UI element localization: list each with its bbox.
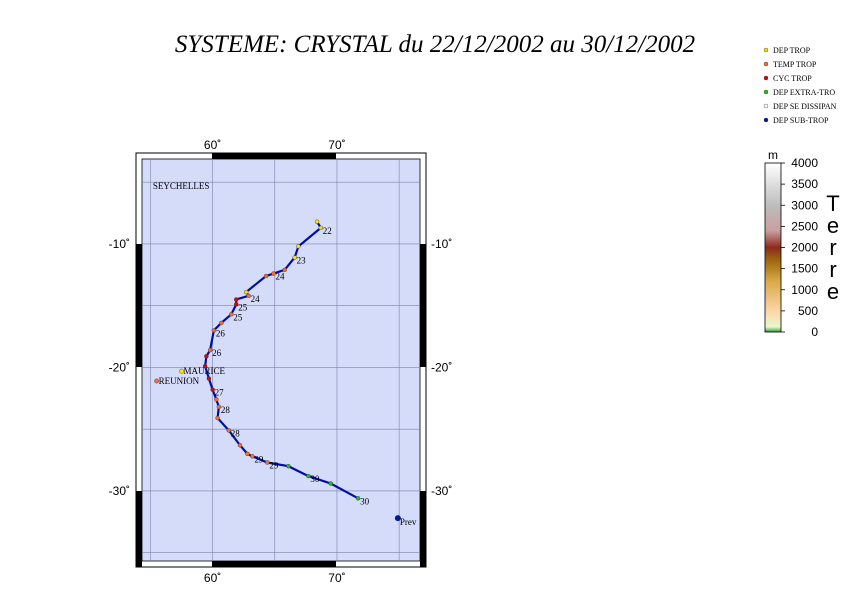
track-point bbox=[282, 267, 287, 273]
track-point bbox=[214, 397, 219, 402]
legend-label: DEP EXTRA-TRO bbox=[773, 88, 835, 97]
day-label: 28 bbox=[221, 405, 231, 415]
legend-label: DEP SUB-TROP bbox=[773, 116, 829, 125]
forecast-label: Prev bbox=[400, 517, 417, 527]
title: SYSTEME: CRYSTAL du 22/12/2002 au 30/12/… bbox=[175, 31, 695, 58]
day-label: 29 bbox=[269, 461, 279, 471]
place-marker bbox=[179, 368, 184, 374]
frame-bar bbox=[136, 491, 142, 567]
track-point bbox=[245, 451, 250, 457]
track-point bbox=[204, 354, 209, 359]
track-point bbox=[263, 273, 269, 279]
colorbar-tick-label: 3500 bbox=[791, 177, 818, 191]
legend-label: CYC TROP bbox=[773, 74, 812, 83]
colorbar-tick-label: 1500 bbox=[791, 262, 818, 276]
track-point bbox=[271, 271, 276, 276]
lat-tick-label: -30˚ bbox=[431, 484, 452, 498]
day-label: 24 bbox=[276, 272, 286, 282]
lon-tick-label: 70˚ bbox=[328, 571, 345, 585]
colorbar-tick-label: 3000 bbox=[791, 198, 818, 212]
day-label: 30 bbox=[310, 474, 320, 484]
colorbar-label: Terre bbox=[826, 191, 840, 304]
track-point bbox=[202, 363, 208, 369]
place-marker bbox=[154, 378, 160, 384]
colorbar-tick-label: 2000 bbox=[791, 241, 818, 255]
day-label: 23 bbox=[297, 256, 307, 266]
day-label: 28 bbox=[231, 428, 241, 438]
legend-label: TEMP TROP bbox=[773, 60, 817, 69]
colorbar bbox=[764, 162, 782, 333]
frame-bar bbox=[136, 244, 142, 367]
track-point bbox=[328, 481, 333, 486]
legend-label: DEP TROP bbox=[773, 46, 811, 55]
track-point bbox=[237, 443, 243, 448]
frame-bar bbox=[212, 153, 336, 159]
track-point bbox=[292, 255, 297, 260]
place-label: SEYCHELLES bbox=[153, 181, 210, 191]
track-point bbox=[226, 428, 231, 433]
day-label: 22 bbox=[323, 226, 332, 236]
lat-tick-label: -10˚ bbox=[109, 237, 130, 251]
track-point bbox=[286, 464, 291, 469]
legend-marker bbox=[763, 47, 769, 53]
lat-tick-label: -10˚ bbox=[431, 237, 452, 251]
legend-marker bbox=[763, 61, 769, 67]
track-point bbox=[229, 312, 234, 317]
track-point bbox=[306, 473, 311, 479]
track-point bbox=[216, 404, 222, 410]
legend-marker bbox=[763, 89, 769, 95]
ocean bbox=[141, 158, 421, 562]
lat-tick-label: -20˚ bbox=[109, 360, 130, 374]
day-label: 26 bbox=[212, 348, 222, 358]
frame-bar bbox=[212, 561, 336, 567]
place-label: REUNION bbox=[159, 376, 200, 386]
colorbar-tick-label: 4000 bbox=[791, 156, 818, 170]
lon-tick-label: 60˚ bbox=[204, 571, 221, 585]
colorbar-tick-label: 500 bbox=[798, 304, 818, 318]
colorbar-tick-label: 1000 bbox=[791, 283, 818, 297]
frame-bar bbox=[420, 491, 426, 567]
track-point bbox=[207, 347, 213, 353]
legend-marker bbox=[763, 103, 769, 109]
map-frame bbox=[135, 152, 427, 568]
day-label: 29 bbox=[254, 454, 264, 464]
track-point bbox=[243, 289, 249, 295]
lon-tick-label: 70˚ bbox=[328, 138, 345, 152]
day-label: 25 bbox=[238, 302, 248, 312]
legend-marker bbox=[763, 117, 769, 123]
track-point bbox=[314, 219, 320, 224]
day-label: 25 bbox=[233, 312, 243, 322]
track-point bbox=[211, 328, 217, 333]
legend-label: DEP SE DISSIPAN bbox=[773, 102, 837, 111]
track-point bbox=[215, 415, 220, 421]
day-label: 26 bbox=[216, 328, 226, 338]
track-point bbox=[296, 244, 301, 249]
track-point bbox=[206, 376, 212, 381]
track-point bbox=[219, 320, 224, 326]
track-point bbox=[355, 496, 361, 501]
day-label: 27 bbox=[215, 388, 225, 398]
lat-tick-label: -20˚ bbox=[431, 360, 452, 374]
lat-tick-label: -30˚ bbox=[109, 484, 130, 498]
lon-tick-label: 60˚ bbox=[204, 138, 221, 152]
track-point bbox=[318, 225, 323, 231]
frame-bar bbox=[420, 244, 426, 367]
track-point bbox=[234, 302, 239, 307]
legend-marker bbox=[763, 75, 769, 81]
track-point bbox=[250, 454, 255, 459]
colorbar-tick-label: 0 bbox=[811, 325, 818, 339]
colorbar-tick-label: 2500 bbox=[791, 219, 818, 233]
track-point bbox=[246, 293, 251, 298]
track-point bbox=[210, 387, 215, 392]
forecast-point bbox=[394, 515, 401, 522]
track-point bbox=[265, 460, 270, 465]
colorbar-unit: m bbox=[768, 148, 778, 162]
day-label: 24 bbox=[251, 294, 260, 304]
place-label: MAURICE bbox=[184, 366, 226, 376]
day-label: 30 bbox=[360, 496, 370, 506]
track-point bbox=[234, 297, 239, 302]
